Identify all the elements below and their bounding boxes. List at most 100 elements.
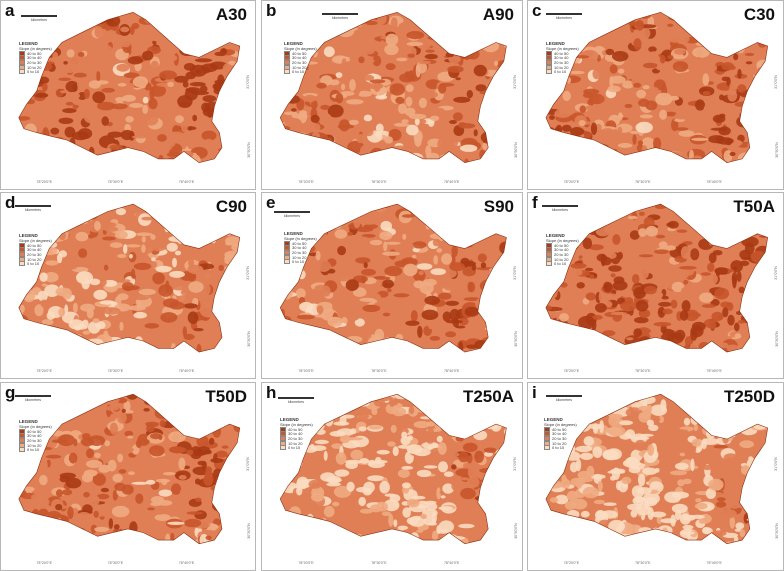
legend-subtitle: Slope (in degrees) xyxy=(544,422,577,427)
legend-swatch xyxy=(19,59,25,65)
legend-entry: 30 to 40 xyxy=(19,55,52,61)
panel-letter: h xyxy=(266,383,277,402)
legend-entry: 10 to 20 xyxy=(546,256,579,262)
legend-title: LEGEND xyxy=(280,417,299,422)
legend-swatch xyxy=(19,442,25,448)
lat-tick-label: 30°50'0"N xyxy=(513,331,518,348)
panel-code: A30 xyxy=(215,5,247,24)
legend-swatch xyxy=(284,55,290,61)
legend-subtitle: Slope (in degrees) xyxy=(19,424,52,429)
slope-map xyxy=(545,11,769,164)
legend-entry: 30 to 40 xyxy=(19,247,52,253)
panel-letter: a xyxy=(5,1,15,20)
scale-bar-graphic xyxy=(15,205,51,207)
map-panel-a: a A30 kilometres LEGEND Slope (in degree… xyxy=(0,0,256,190)
legend-swatch xyxy=(546,59,552,65)
panel-letter: f xyxy=(532,193,538,212)
slope-map xyxy=(18,393,241,545)
slope-map xyxy=(545,393,769,545)
legend-entry: 40 to 50 xyxy=(284,50,317,56)
map-panel-i: i T250D kilometres LEGEND Slope (in degr… xyxy=(527,382,784,571)
scale-unit: kilometres xyxy=(31,18,47,22)
legend-swatch xyxy=(19,50,25,56)
legend-label: 40 to 50 xyxy=(288,426,303,432)
scale-bar-graphic xyxy=(274,211,310,213)
legend-label: 0 to 10 xyxy=(292,259,305,265)
lat-tick-label: 30°50'0"N xyxy=(774,141,779,158)
lon-tick-label: 78°30'0"E xyxy=(371,369,387,373)
legend-swatch xyxy=(284,69,290,75)
lon-tick-label: 78°40'0"E xyxy=(706,561,722,565)
legend-entry: 10 to 20 xyxy=(546,64,579,70)
lon-tick-label: 78°20'0"E xyxy=(36,369,52,373)
scale-bar: kilometres xyxy=(322,11,358,21)
legend-entry: 0 to 10 xyxy=(284,69,317,75)
scale-unit: kilometres xyxy=(288,400,304,404)
lon-tick-label: 78°40'0"E xyxy=(178,561,195,565)
legend-label: 0 to 10 xyxy=(554,261,567,267)
legend-label: 0 to 10 xyxy=(554,69,567,75)
legend-swatch xyxy=(280,435,286,441)
scale-bar-graphic xyxy=(278,397,314,399)
legend-title: LEGEND xyxy=(544,417,563,422)
legend-label: 30 to 40 xyxy=(554,247,569,253)
legend-swatch xyxy=(544,435,550,441)
legend-swatch xyxy=(546,256,552,262)
legend-swatch xyxy=(544,431,550,437)
slope-map xyxy=(18,203,241,353)
legend: LEGEND Slope (in degrees) 40 to 50 30 to… xyxy=(284,231,317,265)
legend-entry: 40 to 50 xyxy=(19,242,52,248)
scale-bar-graphic xyxy=(322,13,358,15)
lon-tick-label: 78°20'0"E xyxy=(36,561,52,565)
lon-tick-label: 78°30'0"E xyxy=(371,561,387,565)
legend-title: LEGEND xyxy=(284,41,303,46)
lon-tick-label: 78°30'0"E xyxy=(635,369,651,373)
legend-entry: 30 to 40 xyxy=(284,245,317,251)
scale-bar-graphic xyxy=(21,15,57,17)
legend: LEGEND Slope (in degrees) 40 to 50 30 to… xyxy=(19,41,52,75)
legend-title: LEGEND xyxy=(546,233,565,238)
panel-code: T250A xyxy=(462,387,514,406)
legend-subtitle: Slope (in degrees) xyxy=(284,46,317,51)
lon-tick-label: 78°40'0"E xyxy=(444,180,460,184)
panel-code: A90 xyxy=(482,5,514,24)
legend-entry: 20 to 30 xyxy=(19,437,52,443)
legend: LEGEND Slope (in degrees) 40 to 50 30 to… xyxy=(546,233,579,267)
legend-entry: 40 to 50 xyxy=(544,426,577,432)
legend-title: LEGEND xyxy=(546,41,565,46)
legend-entry: 0 to 10 xyxy=(284,259,317,265)
legend-label: 40 to 50 xyxy=(27,50,42,56)
legend-entry: 40 to 50 xyxy=(280,426,313,432)
lon-tick-label: 78°20'0"E xyxy=(563,561,580,565)
scale-unit: kilometres xyxy=(25,398,41,402)
legend-swatch xyxy=(284,64,290,70)
panel-letter: d xyxy=(5,193,16,212)
legend-entry: 40 to 50 xyxy=(546,50,579,56)
legend-entry: 20 to 30 xyxy=(284,249,317,255)
legend-label: 20 to 30 xyxy=(288,435,303,441)
panel-letter: g xyxy=(5,383,16,402)
legend-label: 10 to 20 xyxy=(27,442,42,448)
legend-label: 40 to 50 xyxy=(554,242,569,248)
slope-map xyxy=(18,11,241,164)
lat-tick-label: 31°0'0"N xyxy=(773,265,778,280)
legend-swatch xyxy=(19,242,25,248)
lat-tick-label: 31°0'0"N xyxy=(773,75,778,89)
legend-label: 10 to 20 xyxy=(288,440,303,446)
slope-map xyxy=(279,393,507,545)
lon-tick-label: 78°20'0"E xyxy=(563,180,580,184)
legend-label: 40 to 50 xyxy=(292,50,307,56)
legend-label: 30 to 40 xyxy=(292,245,307,251)
legend-label: 20 to 30 xyxy=(292,59,307,65)
panel-code: T250D xyxy=(723,387,775,406)
legend-label: 30 to 40 xyxy=(288,431,303,437)
lat-tick-label: 30°50'0"N xyxy=(774,523,779,539)
scale-unit: kilometres xyxy=(556,398,572,402)
scale-unit: kilometres xyxy=(284,214,300,218)
lat-tick-label: 31°0'0"N xyxy=(512,456,517,471)
legend-entry: 10 to 20 xyxy=(280,440,313,446)
map-panel-d: d C90 kilometres LEGEND Slope (in degree… xyxy=(0,192,256,379)
legend-entry: 40 to 50 xyxy=(546,242,579,248)
legend-entry: 40 to 50 xyxy=(19,50,52,56)
scale-unit: kilometres xyxy=(552,208,568,212)
